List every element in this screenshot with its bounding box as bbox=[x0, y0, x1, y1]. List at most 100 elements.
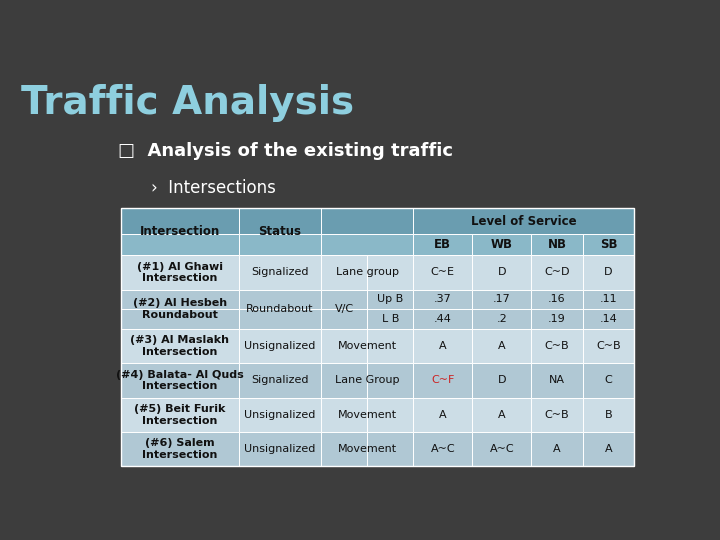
Bar bbox=[531, 289, 582, 309]
Text: □  Analysis of the existing traffic: □ Analysis of the existing traffic bbox=[118, 141, 453, 160]
Bar bbox=[472, 432, 531, 467]
Bar bbox=[582, 432, 634, 467]
Bar bbox=[321, 432, 367, 467]
Text: Traffic Analysis: Traffic Analysis bbox=[21, 84, 354, 122]
Text: .37: .37 bbox=[434, 294, 451, 305]
Bar bbox=[531, 234, 582, 255]
Bar bbox=[121, 234, 239, 255]
Bar bbox=[582, 289, 634, 309]
Text: A~C: A~C bbox=[490, 444, 514, 454]
Text: Lane Group: Lane Group bbox=[335, 375, 400, 386]
Text: Unsignalized: Unsignalized bbox=[244, 444, 315, 454]
Text: A: A bbox=[498, 341, 505, 351]
Bar bbox=[413, 208, 634, 234]
Bar bbox=[121, 208, 634, 467]
Text: .17: .17 bbox=[493, 294, 510, 305]
Bar bbox=[582, 363, 634, 397]
Bar bbox=[413, 363, 472, 397]
Bar bbox=[239, 363, 321, 397]
Bar bbox=[472, 329, 531, 363]
Text: .19: .19 bbox=[548, 314, 566, 324]
Bar bbox=[531, 309, 582, 329]
Bar bbox=[367, 329, 413, 363]
Text: Signalized: Signalized bbox=[251, 375, 309, 386]
Text: WB: WB bbox=[491, 238, 513, 251]
Text: ›  Intersections: › Intersections bbox=[151, 179, 276, 197]
Bar bbox=[239, 255, 321, 289]
Text: Unsignalized: Unsignalized bbox=[244, 410, 315, 420]
Text: D: D bbox=[604, 267, 613, 278]
Bar bbox=[367, 289, 413, 309]
Bar bbox=[413, 329, 472, 363]
Bar bbox=[121, 363, 239, 397]
Bar bbox=[413, 234, 472, 255]
Text: (#1) Al Ghawi
Intersection: (#1) Al Ghawi Intersection bbox=[137, 261, 222, 283]
Text: .2: .2 bbox=[497, 314, 507, 324]
Bar bbox=[121, 255, 239, 289]
Text: (#6) Salem
Intersection: (#6) Salem Intersection bbox=[142, 438, 217, 460]
Text: EB: EB bbox=[434, 238, 451, 251]
Bar bbox=[413, 309, 472, 329]
Bar bbox=[531, 329, 582, 363]
Text: .16: .16 bbox=[548, 294, 566, 305]
Bar bbox=[321, 309, 367, 329]
Text: A: A bbox=[439, 410, 446, 420]
Bar bbox=[582, 255, 634, 289]
Bar bbox=[239, 329, 321, 363]
Bar bbox=[531, 432, 582, 467]
Bar bbox=[121, 432, 239, 467]
Text: V/C: V/C bbox=[334, 304, 354, 314]
Bar bbox=[239, 234, 321, 255]
Bar bbox=[121, 329, 239, 363]
Bar bbox=[413, 289, 472, 309]
Bar bbox=[531, 255, 582, 289]
Bar bbox=[582, 329, 634, 363]
Bar bbox=[321, 234, 413, 255]
Bar bbox=[239, 432, 321, 467]
Text: SB: SB bbox=[600, 238, 617, 251]
Text: .14: .14 bbox=[600, 314, 617, 324]
Text: A: A bbox=[498, 410, 505, 420]
Bar bbox=[367, 432, 413, 467]
Text: A: A bbox=[605, 444, 612, 454]
Bar bbox=[321, 208, 413, 234]
Text: A~C: A~C bbox=[431, 444, 455, 454]
Bar bbox=[121, 289, 239, 309]
Text: C~B: C~B bbox=[545, 410, 570, 420]
Text: NB: NB bbox=[547, 238, 567, 251]
Text: C~D: C~D bbox=[544, 267, 570, 278]
Text: Intersection: Intersection bbox=[140, 225, 220, 238]
Text: Movement: Movement bbox=[338, 341, 397, 351]
Bar bbox=[472, 397, 531, 432]
Bar bbox=[121, 309, 239, 329]
Text: Up B: Up B bbox=[377, 294, 403, 305]
Bar bbox=[239, 289, 321, 309]
Text: B: B bbox=[605, 410, 612, 420]
Bar bbox=[239, 309, 321, 329]
Text: D: D bbox=[498, 267, 506, 278]
Bar bbox=[531, 397, 582, 432]
Text: Movement: Movement bbox=[338, 444, 397, 454]
Text: C~F: C~F bbox=[431, 375, 454, 386]
Text: (#4) Balata- Al Quds
Intersection: (#4) Balata- Al Quds Intersection bbox=[116, 369, 243, 391]
Bar bbox=[582, 309, 634, 329]
Bar bbox=[367, 309, 413, 329]
Bar bbox=[472, 363, 531, 397]
Text: (#3) Al Maslakh
Intersection: (#3) Al Maslakh Intersection bbox=[130, 335, 229, 357]
Text: C: C bbox=[605, 375, 612, 386]
Bar bbox=[582, 234, 634, 255]
Bar bbox=[239, 397, 321, 432]
Text: Roundabout: Roundabout bbox=[246, 304, 314, 314]
Bar bbox=[321, 397, 367, 432]
Text: A: A bbox=[553, 444, 561, 454]
Text: C~E: C~E bbox=[431, 267, 455, 278]
Text: NA: NA bbox=[549, 375, 565, 386]
Text: (#2) Al Hesbeh
Roundabout: (#2) Al Hesbeh Roundabout bbox=[132, 298, 227, 320]
Bar bbox=[321, 289, 367, 309]
Text: Movement: Movement bbox=[338, 410, 397, 420]
Text: D: D bbox=[498, 375, 506, 386]
Bar bbox=[367, 397, 413, 432]
Text: (#5) Beit Furik
Intersection: (#5) Beit Furik Intersection bbox=[134, 404, 225, 426]
Bar bbox=[531, 363, 582, 397]
Text: Lane group: Lane group bbox=[336, 267, 399, 278]
